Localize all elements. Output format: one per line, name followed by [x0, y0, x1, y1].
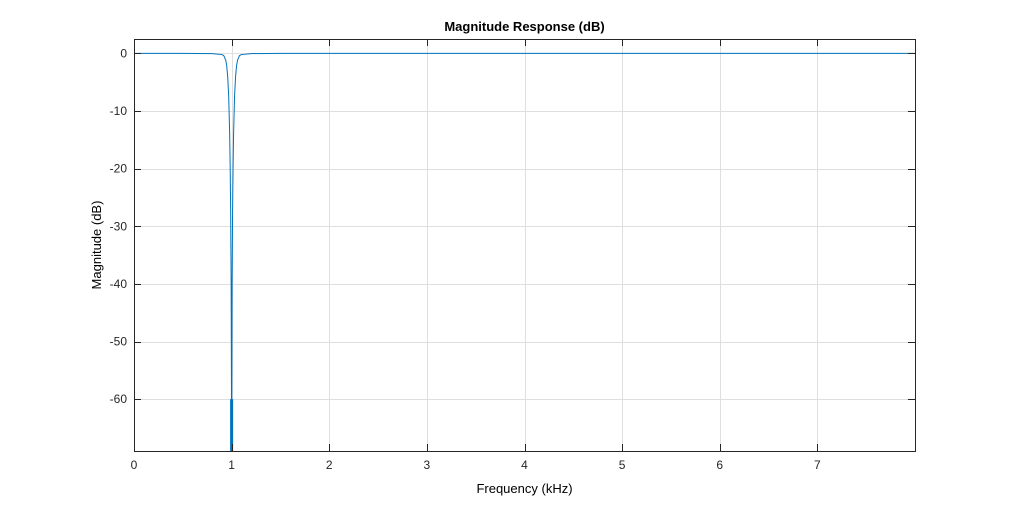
x-tick-label: 6	[716, 458, 723, 472]
chart-title: Magnitude Response (dB)	[444, 19, 604, 34]
y-tick-label: 0	[120, 46, 127, 60]
x-tick-label: 4	[521, 458, 528, 472]
plot-layer	[134, 52, 915, 451]
y-tick-label: -50	[110, 335, 128, 349]
y-tick-label: -40	[110, 277, 128, 291]
axes-background	[134, 39, 915, 451]
x-tick-label: 0	[131, 458, 138, 472]
y-tick-label: -20	[110, 162, 128, 176]
x-tick-label: 5	[619, 458, 626, 472]
y-tick-label: -60	[110, 392, 128, 406]
y-tick-label: -10	[110, 104, 128, 118]
x-tick-label: 1	[228, 458, 235, 472]
tick-layer: 0 1 2 3 4 5 6 7 0 -10 -20 -30 -40 -50 -60	[110, 39, 915, 472]
y-axis-label: Magnitude (dB)	[89, 201, 104, 290]
x-tick-label: 3	[424, 458, 431, 472]
x-tick-label: 2	[326, 458, 333, 472]
x-axis-label: Frequency (kHz)	[476, 481, 572, 496]
x-tick-label: 7	[814, 458, 821, 472]
series-line	[134, 52, 915, 451]
y-tick-label: -30	[110, 219, 128, 233]
